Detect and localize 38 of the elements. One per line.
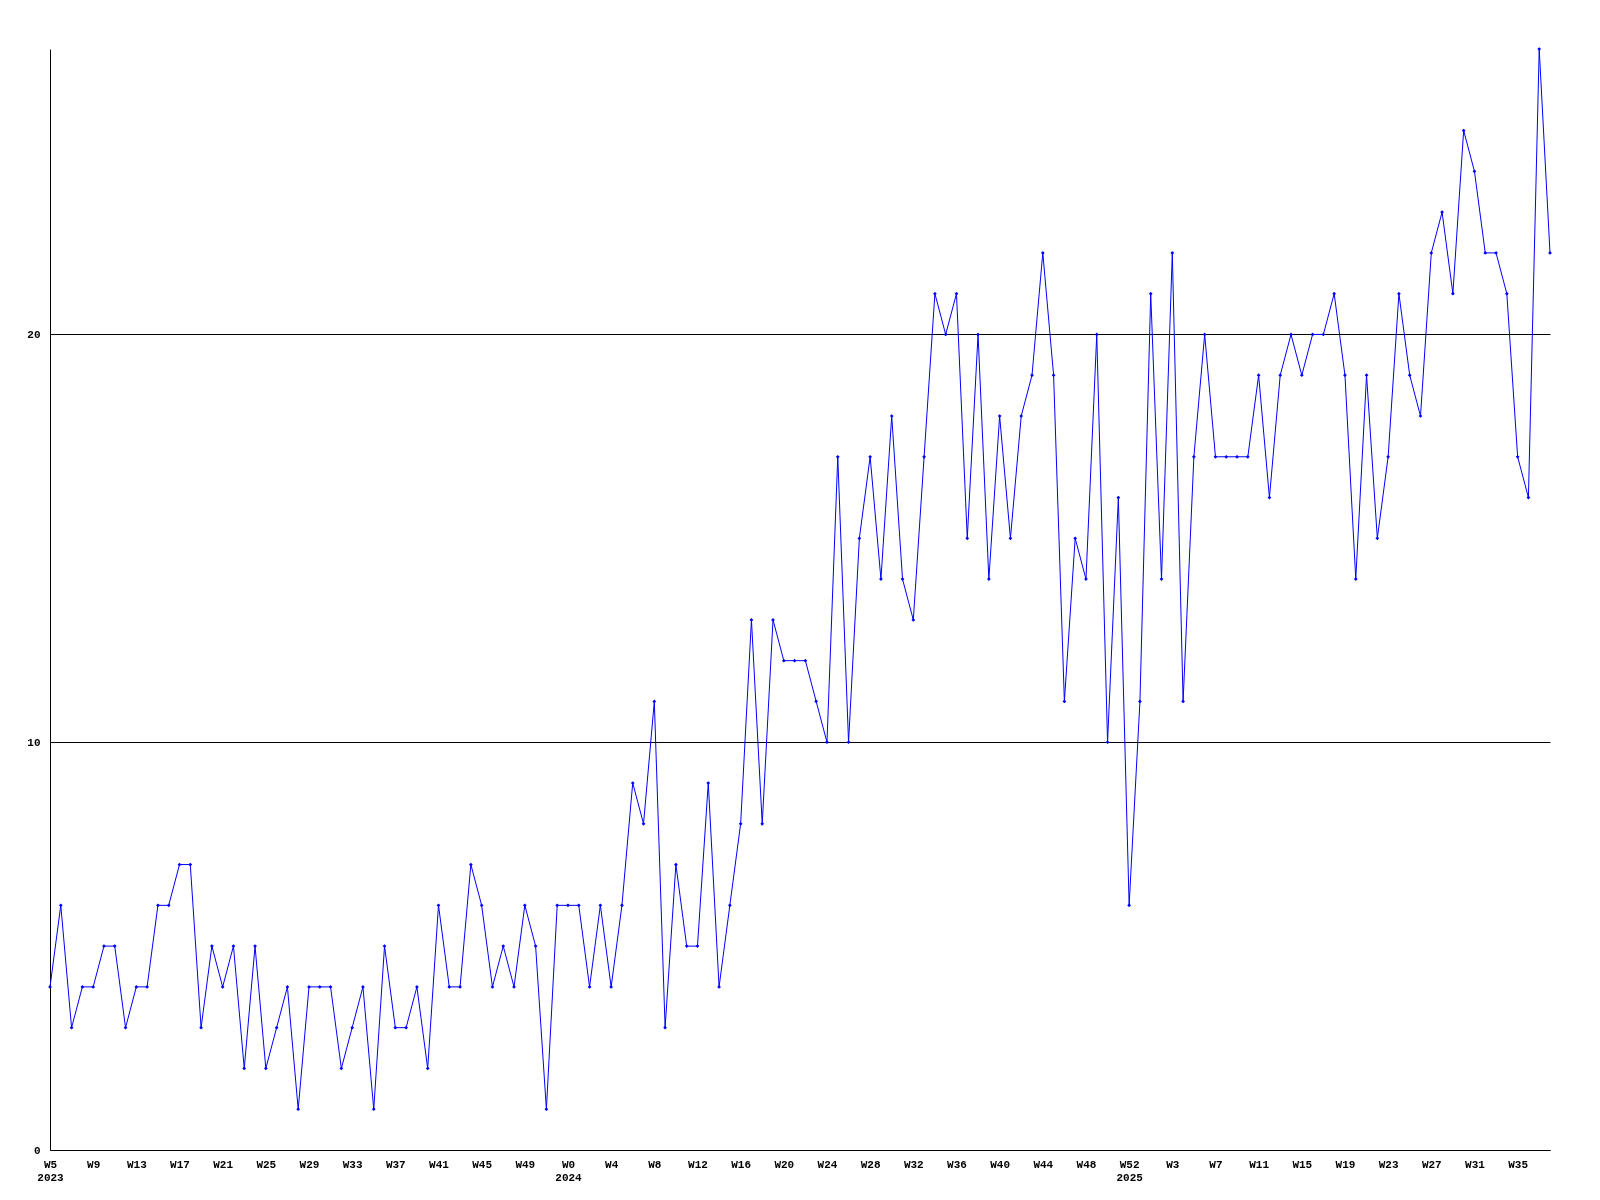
x-tick-label: W31 — [1465, 1158, 1486, 1171]
x-tick-label: W48 — [1076, 1158, 1097, 1171]
x-tick-label: W11 — [1249, 1158, 1270, 1171]
x-tick-label: W9 — [87, 1158, 101, 1171]
x-tick-label: W35 — [1508, 1158, 1529, 1171]
x-tick-label: W28 — [860, 1158, 881, 1171]
x-tick-label: W23 — [1378, 1158, 1399, 1171]
x-tick-label: W17 — [170, 1158, 190, 1171]
x-tick-label: W15 — [1292, 1158, 1313, 1171]
x-tick-label: W13 — [126, 1158, 148, 1171]
x-tick-label: W20 — [774, 1158, 795, 1171]
x-tick-label: W5 2023 — [37, 1158, 65, 1184]
x-tick-label: W44 — [1033, 1158, 1054, 1171]
x-tick-label: W12 — [688, 1158, 708, 1171]
y-tick-label: 0 — [33, 1144, 41, 1157]
x-tick-label: W27 — [1421, 1158, 1442, 1171]
x-tick-label: W8 — [648, 1158, 662, 1171]
x-tick-label: W0 2024 — [555, 1158, 583, 1184]
y-tick-label: 20 — [27, 328, 41, 341]
x-tick-label: W25 — [256, 1158, 277, 1171]
x-tick-label: W3 — [1166, 1158, 1180, 1171]
x-tick-label: W29 — [299, 1158, 320, 1171]
y-tick-label: 10 — [27, 736, 41, 749]
x-tick-label: W32 — [903, 1158, 924, 1171]
x-tick-label: W16 — [731, 1158, 752, 1171]
x-tick-label: W19 — [1335, 1158, 1356, 1171]
x-tick-label: W33 — [342, 1158, 363, 1171]
x-tick-label: W45 — [472, 1158, 493, 1171]
x-tick-label: W40 — [990, 1158, 1011, 1171]
x-tick-label: W7 — [1209, 1158, 1223, 1171]
x-tick-label: W24 — [817, 1158, 838, 1171]
x-tick-label: W52 2025 — [1116, 1158, 1144, 1184]
x-tick-label: W49 — [515, 1158, 536, 1171]
x-tick-label: W41 — [429, 1158, 450, 1171]
x-tick-label: W37 — [385, 1158, 406, 1171]
x-tick-label: W36 — [947, 1158, 967, 1171]
x-tick-label: W21 — [213, 1158, 234, 1171]
x-tick-label: W4 — [605, 1158, 619, 1171]
